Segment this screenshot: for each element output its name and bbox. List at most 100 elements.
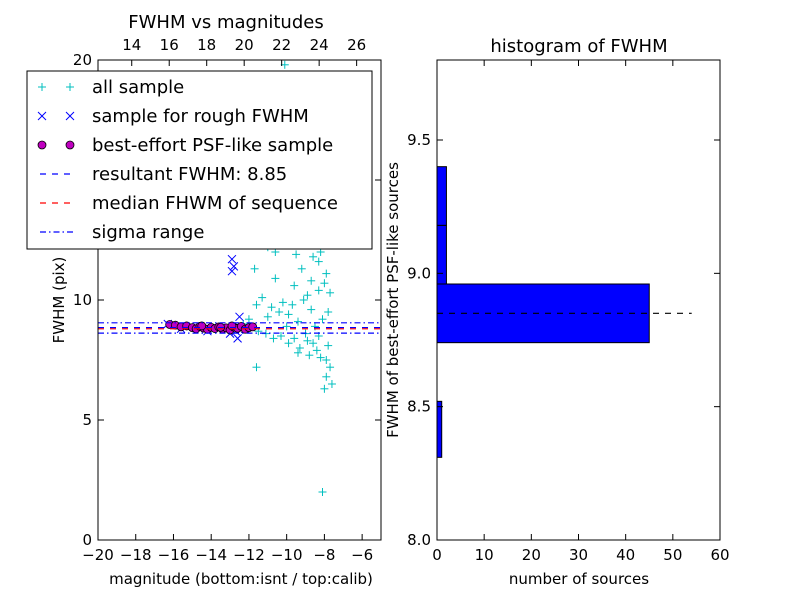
series-1-point-2-b — [227, 266, 237, 276]
series-0-point-4 — [284, 310, 293, 319]
series-0-point-65 — [292, 250, 301, 259]
y-tick-label-2: 10 — [73, 291, 92, 309]
series-2-point-20 — [248, 322, 258, 332]
legend-entry-5: sigma range — [40, 222, 204, 243]
top-tick-label-1: 16 — [160, 36, 179, 54]
series-0-point-29 — [295, 344, 304, 352]
legend-label-2: best-effort PSF-like sample — [92, 135, 333, 156]
legend-entry-3: resultant FWHM: 8.85 — [40, 164, 287, 185]
hist-x-tick-label-5: 50 — [663, 546, 682, 564]
top-tick-label-2: 18 — [197, 36, 216, 54]
x-tick-label-0: −20 — [82, 546, 114, 564]
legend-marker-b-1 — [65, 111, 75, 121]
series-0-point-70 — [303, 336, 312, 345]
top-tick-label-3: 20 — [235, 36, 254, 54]
series-0-point-12 — [309, 252, 318, 261]
series-0-point-9 — [303, 291, 312, 300]
legend-label-3: resultant FWHM: 8.85 — [92, 164, 287, 185]
x-tick-label-4: −12 — [233, 546, 265, 564]
legend-label-4: median FHWM of sequence — [92, 193, 338, 214]
hist-x-tick-label-4: 40 — [616, 546, 635, 564]
series-0-point-19 — [322, 269, 331, 278]
legend-entry-0: all sample — [38, 77, 184, 98]
series-0-point-38 — [288, 300, 297, 309]
series-1-point-0-b — [227, 254, 237, 264]
y-tick-label-1: 5 — [82, 411, 92, 429]
legend-marker-a-0 — [38, 83, 46, 91]
top-tick-label-6: 26 — [347, 36, 366, 54]
series-0-point-20 — [324, 341, 333, 350]
series-0-point-22 — [327, 380, 336, 388]
legend-marker-a-1-b — [37, 111, 47, 121]
series-1-point-2 — [227, 266, 237, 276]
hist-y-tick-label-2: 9.0 — [407, 264, 431, 282]
series-2-point-20-dot — [248, 322, 258, 332]
series-0-point-17 — [318, 315, 327, 324]
x-tick-label-1: −18 — [120, 546, 152, 564]
series-0-point-28 — [305, 351, 314, 360]
series-0-point-21 — [326, 363, 335, 372]
legend-marker-b-0 — [66, 83, 74, 91]
series-0-point-41 — [314, 257, 323, 266]
hist-x-tick-label-6: 60 — [710, 546, 729, 564]
series-0-point-7 — [297, 264, 306, 273]
histogram-panel: histogram of FWHM 0 10 20 30 40 50 60 8.0 8.5 9.0… — [384, 36, 730, 588]
x-tick-label-7: −6 — [351, 546, 373, 564]
hist-y-tick-label-3: 9.5 — [407, 131, 431, 149]
series-0-point-62 — [250, 264, 259, 273]
series-0-point-15 — [314, 286, 323, 295]
top-tick-label-4: 22 — [272, 36, 291, 54]
series-0-point-71 — [293, 348, 302, 357]
x-tick-label-5: −10 — [271, 546, 303, 564]
scatter-xlabel: magnitude (bottom:isnt / top:calib) — [109, 570, 373, 588]
legend-entry-2: best-effort PSF-like sample — [37, 135, 333, 156]
legend-marker-b-1-b — [65, 111, 75, 121]
series-0-point-25 — [316, 353, 325, 362]
legend-marker-a-2 — [37, 140, 47, 150]
series-0-point-5 — [290, 281, 299, 290]
legend-marker-a-2-dot — [37, 140, 47, 150]
legend-marker-b-2-dot — [65, 140, 75, 150]
y-tick-label-0: 0 — [82, 531, 92, 549]
x-tick-label-2: −16 — [158, 546, 190, 564]
histogram-bar-4 — [436, 166, 447, 226]
legend-label-5: sigma range — [92, 222, 204, 243]
series-1-point-3-b — [235, 312, 244, 322]
legend-box — [26, 70, 373, 250]
series-0-point-26 — [312, 346, 321, 355]
x-tick-label-6: −8 — [313, 546, 335, 564]
series-0-point-37 — [275, 308, 284, 316]
series-0-point-68 — [324, 308, 333, 316]
series-0-point-75 — [322, 356, 331, 364]
histogram-xlabel: number of sources — [509, 570, 649, 588]
series-0-point-73 — [267, 303, 276, 312]
series-0-point-67 — [320, 279, 329, 288]
histogram-plot-area — [436, 166, 692, 458]
series-0-point-69 — [326, 288, 335, 297]
hist-y-tick-label-1: 8.5 — [407, 398, 431, 416]
series-0-point-6 — [293, 317, 302, 326]
series-0-point-24 — [322, 372, 331, 381]
series-0-point-72 — [282, 322, 291, 331]
legend-entry-1: sample for rough FWHM — [37, 106, 309, 127]
series-0-point-31 — [284, 339, 293, 348]
scatter-legend: all sample sample for rough FWHM best-effo… — [26, 70, 373, 250]
legend-marker-b-2 — [65, 140, 75, 150]
series-1-point-1-b — [229, 262, 239, 271]
series-0-point-63 — [244, 315, 253, 324]
scatter-panel: FWHM vs magnitudes −20 −18 −16 −14 −12 −10 −8−… — [26, 12, 382, 588]
series-0-point-61 — [258, 293, 267, 302]
series-0-point-30 — [290, 334, 299, 343]
legend-label-1: sample for rough FWHM — [92, 106, 309, 127]
hist-y-tick-label-0: 8.0 — [407, 531, 431, 549]
hist-x-tick-label-3: 30 — [569, 546, 588, 564]
top-tick-label-0: 14 — [122, 36, 141, 54]
series-0-point-32 — [277, 332, 286, 340]
series-0-point-3 — [278, 298, 287, 307]
series-1-point-4 — [233, 334, 242, 343]
series-1-point-0 — [227, 254, 237, 264]
series-0-point-40 — [307, 276, 316, 285]
histogram-ticks: 0 10 20 30 40 50 60 8.0 8.5 9.0 9.5 — [407, 60, 730, 564]
histogram-bar-3 — [436, 224, 447, 285]
series-1-point-3 — [235, 312, 244, 322]
